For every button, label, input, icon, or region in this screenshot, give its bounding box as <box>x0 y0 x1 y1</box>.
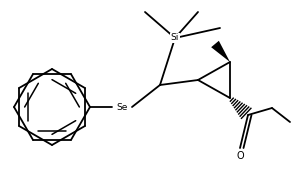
Polygon shape <box>211 41 230 62</box>
Text: O: O <box>236 151 244 161</box>
Text: Se: Se <box>116 103 128 112</box>
Text: Si: Si <box>171 33 179 42</box>
